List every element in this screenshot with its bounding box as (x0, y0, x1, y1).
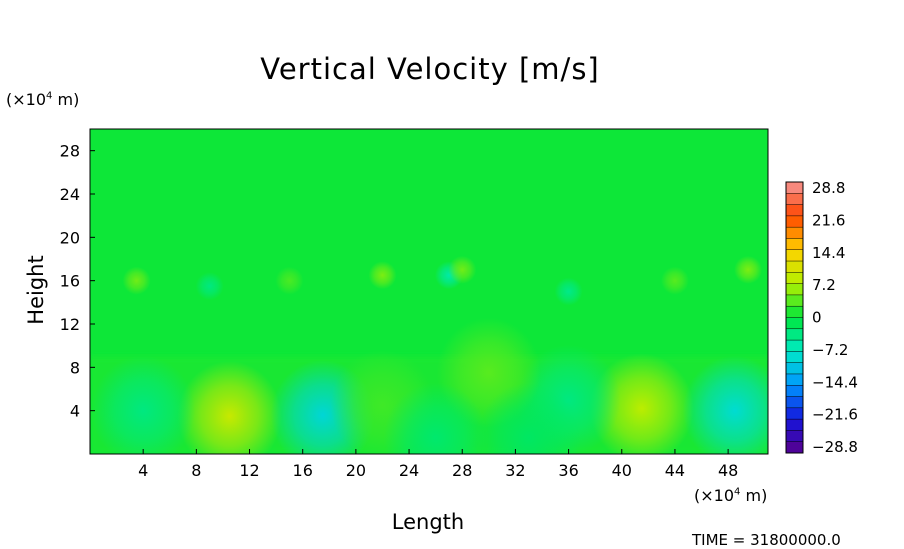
x-tick-label: 16 (293, 461, 313, 480)
colorbar-level (786, 362, 803, 375)
colorbar-tick-label: 28.8 (812, 179, 845, 197)
heatmap-feature (368, 261, 397, 290)
colorbar-level (786, 261, 803, 273)
colorbar-level (786, 396, 803, 409)
y-tick-label: 8 (70, 358, 80, 377)
heatmap-feature (195, 272, 224, 301)
colorbar-tick-label: −28.8 (812, 438, 858, 456)
colorbar-tick-label: 14.4 (812, 244, 845, 262)
colorbar-tick-label: −21.6 (812, 406, 858, 424)
colorbar-level (786, 215, 803, 228)
heatmap-feature (177, 361, 282, 454)
colorbar-level (786, 328, 803, 341)
colorbar-tick-label: −14.4 (812, 373, 858, 391)
x-tick-label: 12 (239, 461, 259, 480)
heatmap-field (90, 255, 768, 454)
colorbar-level (786, 249, 803, 262)
colorbar-level (786, 385, 803, 398)
colorbar-level (786, 238, 803, 251)
colorbar-tick-label: 21.6 (812, 211, 845, 229)
colorbar-level (786, 351, 803, 364)
x-tick-label: 40 (612, 461, 632, 480)
y-tick-label: 12 (60, 315, 80, 334)
plot-frame (89, 128, 769, 455)
colorbar-level (786, 306, 803, 318)
heatmap-feature (554, 277, 583, 306)
heatmap-feature (660, 266, 689, 295)
heatmap-feature (734, 255, 763, 284)
y-tick-label: 24 (60, 185, 80, 204)
y-tick-label: 20 (60, 228, 80, 247)
colorbar-level (786, 227, 803, 239)
heatmap-feature (91, 355, 196, 454)
colorbar-level (786, 204, 803, 217)
colorbar-level (786, 317, 803, 330)
x-tick-label: 36 (558, 461, 578, 480)
y-tick-label: 4 (70, 402, 80, 421)
colorbar-level (786, 283, 803, 296)
x-tick-label: 8 (191, 461, 201, 480)
colorbar-tick-label: 7.2 (812, 276, 836, 294)
colorbar-level (786, 430, 803, 443)
x-tick-label: 48 (718, 461, 738, 480)
x-axis-label: Length (391, 510, 465, 534)
y-tick-label: 28 (60, 142, 80, 161)
colorbar-tick-label: −7.2 (812, 341, 848, 359)
x-tick-label: 32 (505, 461, 525, 480)
x-tick-label: 28 (452, 461, 472, 480)
heatmap-feature (682, 355, 768, 454)
colorbar-level (786, 373, 803, 386)
heatmap-feature (383, 382, 488, 454)
x-tick-label: 20 (346, 461, 366, 480)
colorbar-tick-label: 0 (812, 309, 822, 327)
colorbar-level (786, 407, 803, 420)
y-axis-unit: (×104 m) (6, 90, 80, 109)
heatmap-feature (122, 266, 151, 295)
colorbar-level (786, 272, 803, 285)
colorbar-level (786, 441, 803, 454)
x-tick-label: 44 (665, 461, 685, 480)
colorbar-level (786, 419, 803, 431)
colorbar-level (786, 294, 803, 307)
colorbar-level (786, 182, 803, 194)
chart-title: Vertical Velocity [m/s] (260, 52, 600, 86)
heatmap-feature (448, 255, 477, 284)
colorbar-level (786, 193, 803, 206)
y-tick-label: 16 (60, 272, 80, 291)
colorbar-frame (785, 181, 804, 454)
colorbar-level (786, 340, 803, 352)
x-tick-label: 24 (399, 461, 419, 480)
heatmap-feature (476, 382, 581, 454)
heatmap-feature (275, 266, 304, 295)
x-tick-label: 4 (138, 461, 148, 480)
x-axis-unit: (×104 m) (694, 486, 768, 505)
